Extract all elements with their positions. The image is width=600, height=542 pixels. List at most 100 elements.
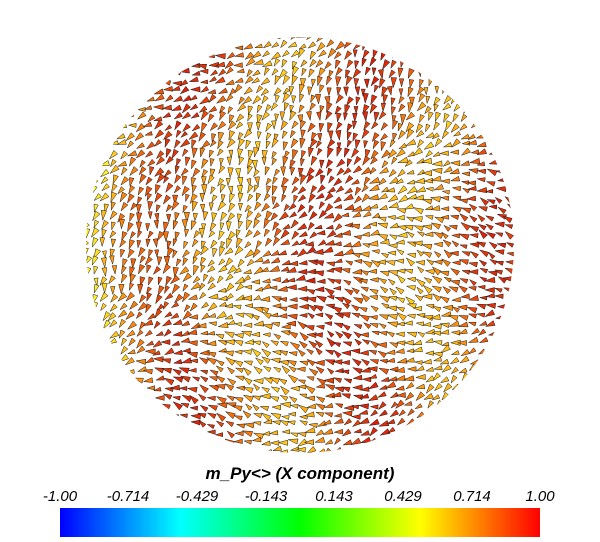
vector-glyph	[326, 277, 336, 285]
vector-glyph	[279, 37, 291, 38]
vector-glyph	[381, 59, 391, 71]
vector-glyph	[353, 195, 363, 204]
vector-glyph	[387, 194, 399, 203]
vector-glyph	[137, 246, 146, 258]
vector-glyph	[287, 202, 297, 211]
vector-glyph	[108, 275, 116, 285]
vector-glyph	[405, 348, 415, 354]
vector-glyph	[220, 241, 226, 250]
vector-glyph	[459, 244, 468, 250]
vector-glyph	[336, 167, 345, 177]
vector-glyph	[305, 245, 317, 255]
vector-glyph	[208, 93, 217, 104]
vector-glyph	[269, 396, 280, 402]
vector-glyph	[363, 176, 371, 187]
vector-glyph	[353, 155, 362, 166]
vector-glyph	[315, 295, 327, 303]
vector-glyph	[396, 274, 406, 284]
vector-glyph	[253, 266, 264, 275]
vector-glyph	[484, 276, 496, 284]
vector-glyph	[154, 308, 163, 319]
vector-glyph	[458, 198, 469, 204]
vector-glyph	[425, 95, 431, 105]
vector-glyph	[461, 251, 471, 257]
vector-glyph	[233, 83, 243, 94]
vector-glyph	[433, 103, 439, 113]
vector-glyph	[450, 330, 461, 336]
vector-glyph	[388, 69, 396, 79]
vector-glyph	[456, 340, 467, 346]
vector-glyph	[414, 260, 426, 266]
vector-glyph	[364, 66, 371, 76]
vector-glyph	[447, 286, 459, 293]
vector-glyph	[224, 79, 235, 86]
vector-glyph	[86, 267, 92, 276]
vector-glyph	[270, 321, 281, 327]
vector-glyph	[261, 449, 273, 453]
vector-glyph	[449, 356, 460, 365]
vector-glyph	[286, 284, 297, 291]
vector-glyph	[164, 285, 170, 295]
vector-glyph	[91, 255, 99, 267]
vector-glyph	[461, 187, 471, 194]
vector-glyph	[262, 418, 273, 425]
vector-glyph	[129, 177, 135, 188]
vector-glyph	[324, 303, 336, 310]
vector-glyph	[308, 204, 314, 214]
vector-glyph	[86, 228, 91, 240]
vector-glyph	[317, 133, 323, 143]
vector-glyph	[260, 440, 271, 446]
vector-glyph	[128, 300, 139, 311]
vector-glyph	[273, 168, 281, 178]
vector-glyph	[352, 428, 362, 434]
vector-glyph	[152, 238, 159, 249]
vector-glyph	[154, 129, 165, 140]
vector-glyph	[419, 79, 424, 89]
vector-glyph	[304, 241, 315, 247]
vector-glyph	[400, 59, 405, 69]
vector-glyph	[423, 87, 429, 96]
vector-glyph	[191, 123, 201, 132]
vector-glyph	[180, 167, 189, 177]
vector-glyph	[359, 436, 372, 444]
vector-glyph	[322, 246, 334, 254]
vector-glyph	[340, 386, 351, 393]
vector-glyph	[290, 167, 296, 177]
vector-glyph	[172, 95, 184, 103]
vector-glyph	[326, 330, 335, 338]
vector-glyph	[234, 367, 244, 373]
vector-glyph	[303, 411, 315, 418]
vector-glyph	[478, 320, 488, 326]
vector-glyph	[307, 340, 318, 349]
vector-glyph	[191, 159, 197, 170]
vector-glyph	[144, 356, 155, 364]
vector-glyph	[271, 151, 278, 160]
vector-glyph	[296, 268, 308, 275]
vector-glyph	[395, 392, 406, 398]
vector-glyph	[423, 231, 434, 237]
vector-glyph	[163, 311, 173, 318]
vector-glyph	[406, 313, 416, 319]
vector-glyph	[252, 294, 261, 301]
vector-glyph	[250, 279, 260, 285]
vector-glyph	[313, 359, 325, 367]
vector-glyph	[386, 321, 399, 328]
vector-glyph	[478, 295, 488, 301]
vector-glyph	[331, 305, 343, 314]
vector-glyph	[214, 432, 224, 438]
vector-glyph	[287, 374, 299, 384]
vector-glyph	[153, 167, 165, 178]
vector-glyph	[227, 106, 234, 115]
vector-glyph	[369, 229, 380, 236]
vector-glyph	[398, 409, 406, 417]
vector-glyph	[290, 49, 300, 58]
vector-glyph	[433, 365, 443, 371]
vector-glyph	[344, 260, 354, 266]
vector-glyph	[405, 138, 417, 146]
vector-glyph	[328, 69, 334, 79]
vector-glyph	[202, 211, 209, 222]
vector-glyph	[252, 421, 262, 426]
vector-glyph	[360, 231, 370, 237]
vector-glyph	[172, 319, 183, 326]
vector-glyph	[413, 225, 424, 232]
